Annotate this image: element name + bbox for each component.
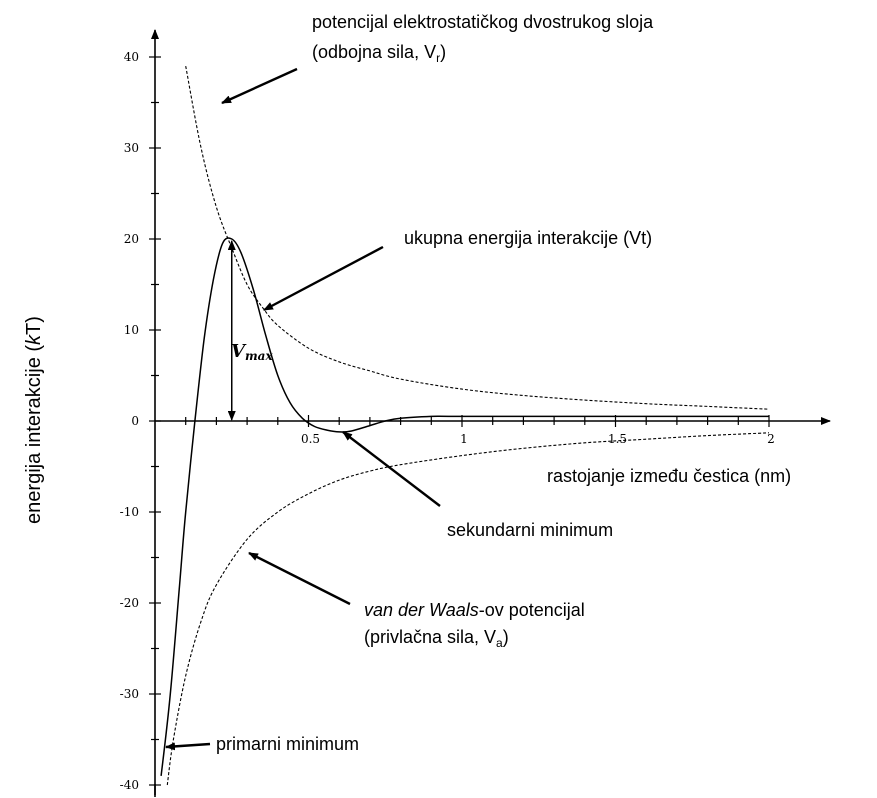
y-axis-label-part-2: T) bbox=[23, 316, 45, 335]
y-tick-label: -30 bbox=[120, 687, 139, 701]
y-tick-label: -10 bbox=[120, 505, 139, 519]
y-tick-label: -20 bbox=[120, 596, 139, 610]
vmax-label-v: V bbox=[231, 341, 247, 362]
vmax-label: Vmax bbox=[231, 341, 273, 363]
x-tick-label: 0.5 bbox=[301, 432, 320, 446]
repulsive-arrow bbox=[221, 67, 298, 105]
x-tick-label: 2 bbox=[767, 432, 775, 446]
primary-minimum-label: primarni minimum bbox=[216, 734, 359, 754]
primary-minimum-arrow bbox=[165, 742, 211, 751]
attractive-label-text: (privlačna sila, V bbox=[364, 627, 496, 647]
attractive-label-line-2: (privlačna sila, Va) bbox=[364, 627, 509, 650]
series-total-line bbox=[160, 237, 769, 776]
vmax-label-sub: max bbox=[245, 349, 273, 363]
y-axis-label: energija interakcije (kT) bbox=[23, 316, 45, 524]
x-tick-label: 1.5 bbox=[608, 432, 627, 446]
total-energy-arrow bbox=[263, 245, 384, 312]
y-axis-label-part-1: energija interakcije ( bbox=[23, 345, 45, 524]
annotation-arrows bbox=[165, 67, 441, 751]
series-attractive-line bbox=[166, 432, 770, 786]
repulsive-label-close: ) bbox=[440, 42, 446, 62]
attractive-label-sub: a bbox=[496, 636, 503, 650]
y-axis-label-part-k: k bbox=[23, 334, 45, 345]
repulsive-label-line-1: potencijal elektrostatičkog dvostrukog s… bbox=[312, 12, 654, 32]
attractive-label-close: ) bbox=[503, 627, 509, 647]
attractive-label-rest: -ov potencijal bbox=[479, 600, 585, 620]
x-tick-label: 1 bbox=[460, 432, 468, 446]
x-axis-label: rastojanje između čestica (nm) bbox=[547, 466, 791, 486]
y-tick-label: -40 bbox=[120, 778, 139, 792]
repulsive-label-text: (odbojna sila, V bbox=[312, 42, 436, 62]
series-layer bbox=[160, 65, 770, 786]
y-tick-label: 0 bbox=[131, 414, 139, 428]
repulsive-label-line-2: (odbojna sila, Vr) bbox=[312, 42, 446, 65]
attractive-arrow bbox=[248, 551, 351, 606]
axes bbox=[151, 29, 831, 797]
y-tick-label: 10 bbox=[124, 323, 139, 337]
repulsive-label-sub: r bbox=[436, 51, 440, 65]
attractive-label-line-1: van der Waals-ov potencijal bbox=[364, 600, 585, 620]
y-tick-label: 40 bbox=[124, 50, 139, 64]
y-tick-label: 30 bbox=[124, 141, 139, 155]
total-energy-label: ukupna energija interakcije (Vt) bbox=[404, 228, 652, 248]
y-tick-label: 20 bbox=[124, 232, 139, 246]
attractive-label-italic: van der Waals bbox=[364, 600, 479, 620]
secondary-minimum-label: sekundarni minimum bbox=[447, 520, 613, 540]
series-repulsive-line bbox=[185, 65, 770, 410]
ticks: 40 30 20 10 0 -10 -20 -30 -40 0.5 1 1.5 2 bbox=[120, 50, 775, 792]
secondary-minimum-arrow bbox=[342, 431, 441, 507]
